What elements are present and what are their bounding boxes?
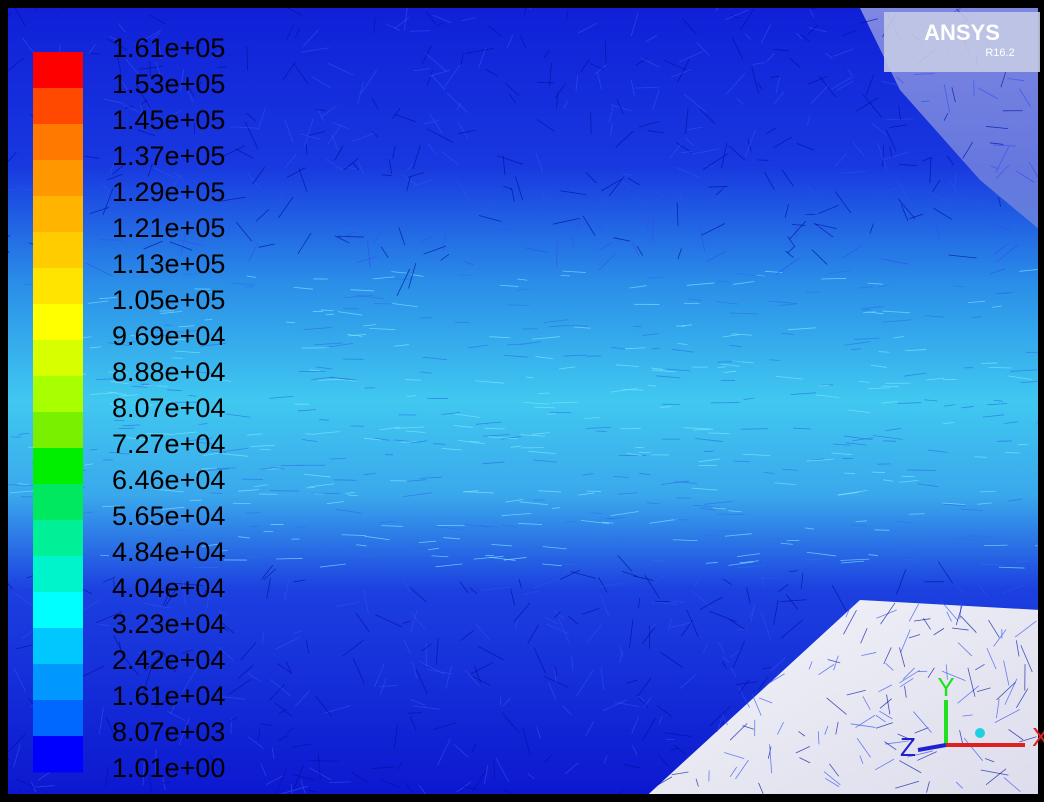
- vector-arrow: [308, 761, 337, 762]
- vector-arrow: [62, 0, 76, 9]
- color-band: [33, 196, 83, 233]
- vector-arrow: [984, 545, 1008, 546]
- color-band: [33, 304, 83, 341]
- logo-version: R16.2: [985, 47, 1014, 59]
- vector-arrow: [653, 219, 654, 242]
- color-band: [33, 268, 83, 305]
- color-band: [33, 412, 83, 449]
- triad-origin: [975, 728, 985, 738]
- color-band: [33, 592, 83, 629]
- graphics-window: 1.61e+05 1.53e+05 1.45e+05 1.37e+05 1.29e+05…: [0, 0, 1044, 802]
- color-band: [33, 124, 83, 161]
- vector-arrow: [921, 101, 929, 102]
- color-band: [33, 340, 83, 377]
- vector-arrow: [547, 414, 556, 415]
- color-bar-label: 1.29e+05: [112, 177, 225, 207]
- color-band: [33, 160, 83, 197]
- color-bar-label: 1.05e+05: [112, 285, 225, 315]
- color-bar-label: 3.23e+04: [112, 609, 225, 639]
- triad-y-label: Y: [937, 672, 954, 702]
- vector-arrow: [907, 470, 936, 471]
- color-bar-label: 9.69e+04: [112, 321, 225, 351]
- color-band: [33, 232, 83, 269]
- color-bar: [33, 52, 83, 773]
- color-bar-labels: 1.61e+05 1.53e+05 1.45e+05 1.37e+05 1.29e+05…: [112, 33, 225, 783]
- color-bar-label: 1.21e+05: [112, 213, 225, 243]
- color-band: [33, 88, 83, 125]
- color-bar-label: 4.04e+04: [112, 573, 225, 603]
- page: 1.61e+05 1.53e+05 1.45e+05 1.37e+05 1.29e+05…: [0, 0, 1044, 802]
- vector-arrow: [954, 0, 956, 8]
- color-bar-label: 6.46e+04: [112, 465, 225, 495]
- color-bar-label: 1.37e+05: [112, 141, 225, 171]
- color-band: [33, 376, 83, 413]
- color-bar-label: 1.61e+05: [112, 33, 225, 63]
- vector-arrow: [909, 514, 925, 515]
- color-bar-label: 5.65e+04: [112, 501, 225, 531]
- triad-x-label: X: [1032, 722, 1044, 752]
- color-band: [33, 628, 83, 665]
- color-bar-label: 4.84e+04: [112, 537, 225, 567]
- vector-arrow: [217, 67, 227, 68]
- vector-arrow: [296, 527, 306, 528]
- vector-arrow: [639, 452, 650, 453]
- color-bar-label: 1.61e+04: [112, 681, 225, 711]
- vector-arrow: [758, 160, 769, 161]
- color-band: [33, 556, 83, 593]
- color-band: [33, 664, 83, 701]
- color-band: [33, 700, 83, 737]
- triad-z-label: Z: [900, 732, 916, 762]
- color-bar-label: 8.07e+04: [112, 393, 225, 423]
- color-bar-label: 1.13e+05: [112, 249, 225, 279]
- vector-arrow: [840, 0, 842, 8]
- color-bar-label: 1.01e+00: [112, 753, 225, 783]
- vector-arrow: [494, 760, 495, 778]
- color-bar-label: 1.45e+05: [112, 105, 225, 135]
- color-bar-label: 2.42e+04: [112, 645, 225, 675]
- color-band: [33, 448, 83, 485]
- color-bar-label: 1.53e+05: [112, 69, 225, 99]
- color-bar-label: 8.88e+04: [112, 357, 225, 387]
- color-bar-label: 7.27e+04: [112, 429, 225, 459]
- vector-arrow: [330, 458, 346, 459]
- color-band: [33, 52, 83, 89]
- vector-arrow: [1038, 789, 1044, 802]
- color-band: [33, 736, 83, 773]
- vector-arrow: [5, 732, 8, 744]
- vector-arrow: [883, 441, 896, 442]
- color-bar-label: 8.07e+03: [112, 717, 225, 747]
- logo-name: ANSYS: [924, 20, 1000, 45]
- color-band: [33, 520, 83, 557]
- color-band: [33, 484, 83, 521]
- vector-arrow: [674, 520, 690, 521]
